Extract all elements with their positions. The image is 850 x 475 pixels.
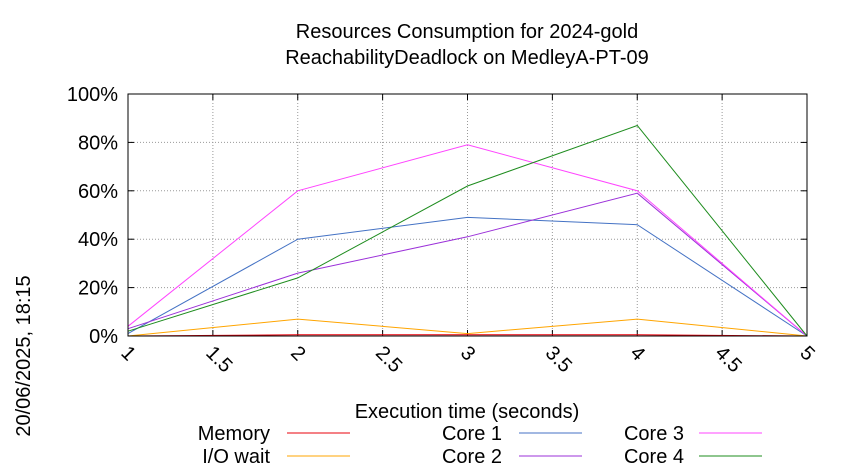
legend-label: Core 2 [442, 446, 502, 468]
x-tick-label: 1.5 [201, 342, 236, 377]
chart-title: Resources Consumption for 2024-gold [296, 21, 638, 43]
y-tick-label: 20% [78, 278, 118, 300]
x-tick-label: 3.5 [541, 342, 576, 377]
x-tick-label: 5 [795, 342, 818, 365]
x-tick-label: 3 [456, 342, 479, 365]
legend-label: I/O wait [202, 446, 270, 468]
legend-item: Core 3 [624, 423, 762, 445]
series-lines [127, 124, 808, 337]
legend-item: I/O wait [202, 446, 350, 468]
legend-item: Core 1 [442, 423, 582, 445]
series-line-core-2 [127, 192, 808, 337]
x-tick-label: 2.5 [371, 342, 406, 377]
legend-label: Core 3 [624, 423, 684, 445]
series-line-core-3 [127, 144, 808, 337]
x-tick-label: 4.5 [711, 342, 746, 377]
series-line-core-4 [127, 124, 808, 337]
x-axis-label: Execution time (seconds) [355, 401, 580, 423]
grid [128, 94, 807, 336]
y-tick-label: 60% [78, 181, 118, 203]
chart-subtitle: ReachabilityDeadlock on MedleyA-PT-09 [285, 47, 649, 69]
series-line-i-o-wait [127, 318, 808, 337]
side-timestamp-label: 20/06/2025, 18:15 [13, 275, 35, 436]
y-tick-label: 80% [78, 132, 118, 154]
legend-label: Core 4 [624, 446, 684, 468]
x-tick-label: 1 [116, 342, 139, 365]
legend-label: Memory [198, 423, 270, 445]
legend-label: Core 1 [442, 423, 502, 445]
y-tick-label: 0% [89, 326, 118, 348]
plot-border [127, 93, 808, 337]
y-tick-label: 40% [78, 229, 118, 251]
y-axis: 0% 20% 40% 60% 80% 100% [67, 84, 807, 348]
legend-item: Core 4 [624, 446, 762, 468]
series-line-memory [127, 334, 808, 337]
x-tick-label: 4 [626, 342, 649, 365]
series-line-core-1 [127, 216, 808, 337]
legend-item: Memory [198, 423, 350, 445]
x-tick-label: 2 [286, 342, 309, 365]
y-tick-label: 100% [67, 84, 118, 106]
legend-item: Core 2 [442, 446, 582, 468]
